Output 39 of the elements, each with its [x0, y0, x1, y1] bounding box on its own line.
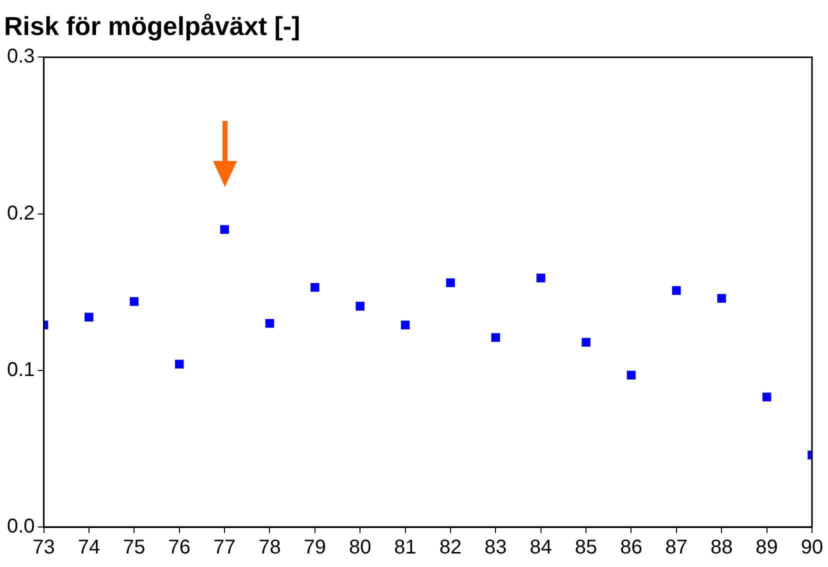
point — [265, 319, 274, 328]
x-tick-label: 87 — [665, 536, 688, 559]
x-tick-label: 74 — [78, 536, 100, 559]
x-tick-label: 77 — [213, 536, 236, 559]
point — [717, 294, 726, 303]
point — [220, 225, 229, 234]
x-tick-label: 73 — [32, 536, 55, 559]
x-tick-label: 89 — [756, 536, 778, 559]
x-tick-label: 82 — [439, 536, 462, 559]
y-tick-label: 0.0 — [6, 516, 35, 538]
x-tick-label: 76 — [168, 536, 190, 559]
point — [491, 333, 500, 342]
point — [174, 360, 184, 369]
x-tick-label: 83 — [484, 536, 507, 559]
chart-title: Risk för mögelpåväxt [-] — [4, 10, 300, 41]
point — [446, 278, 455, 288]
x-tick-label: 86 — [620, 536, 642, 559]
y-tick-label: 0.2 — [6, 202, 35, 224]
point — [582, 338, 590, 347]
x-tick-label: 85 — [574, 536, 598, 559]
x-tick-label: 78 — [258, 536, 281, 559]
x-tick-label: 81 — [394, 536, 416, 559]
y-tick-label: 0.1 — [6, 358, 35, 381]
point — [310, 283, 320, 292]
point — [400, 320, 410, 330]
point — [84, 312, 94, 322]
y-tick-label: 0.3 — [6, 46, 35, 68]
point — [536, 274, 546, 282]
x-tick-label: 75 — [123, 536, 146, 559]
x-tick-label: 79 — [304, 536, 326, 559]
point — [626, 370, 636, 380]
point — [762, 392, 772, 402]
x-tick-label: 90 — [800, 536, 824, 559]
x-tick-label: 80 — [348, 536, 372, 559]
point — [130, 297, 139, 306]
x-tick-label: 88 — [710, 536, 733, 559]
point — [356, 302, 365, 311]
x-tick-label: 84 — [530, 536, 552, 559]
point — [672, 286, 681, 295]
